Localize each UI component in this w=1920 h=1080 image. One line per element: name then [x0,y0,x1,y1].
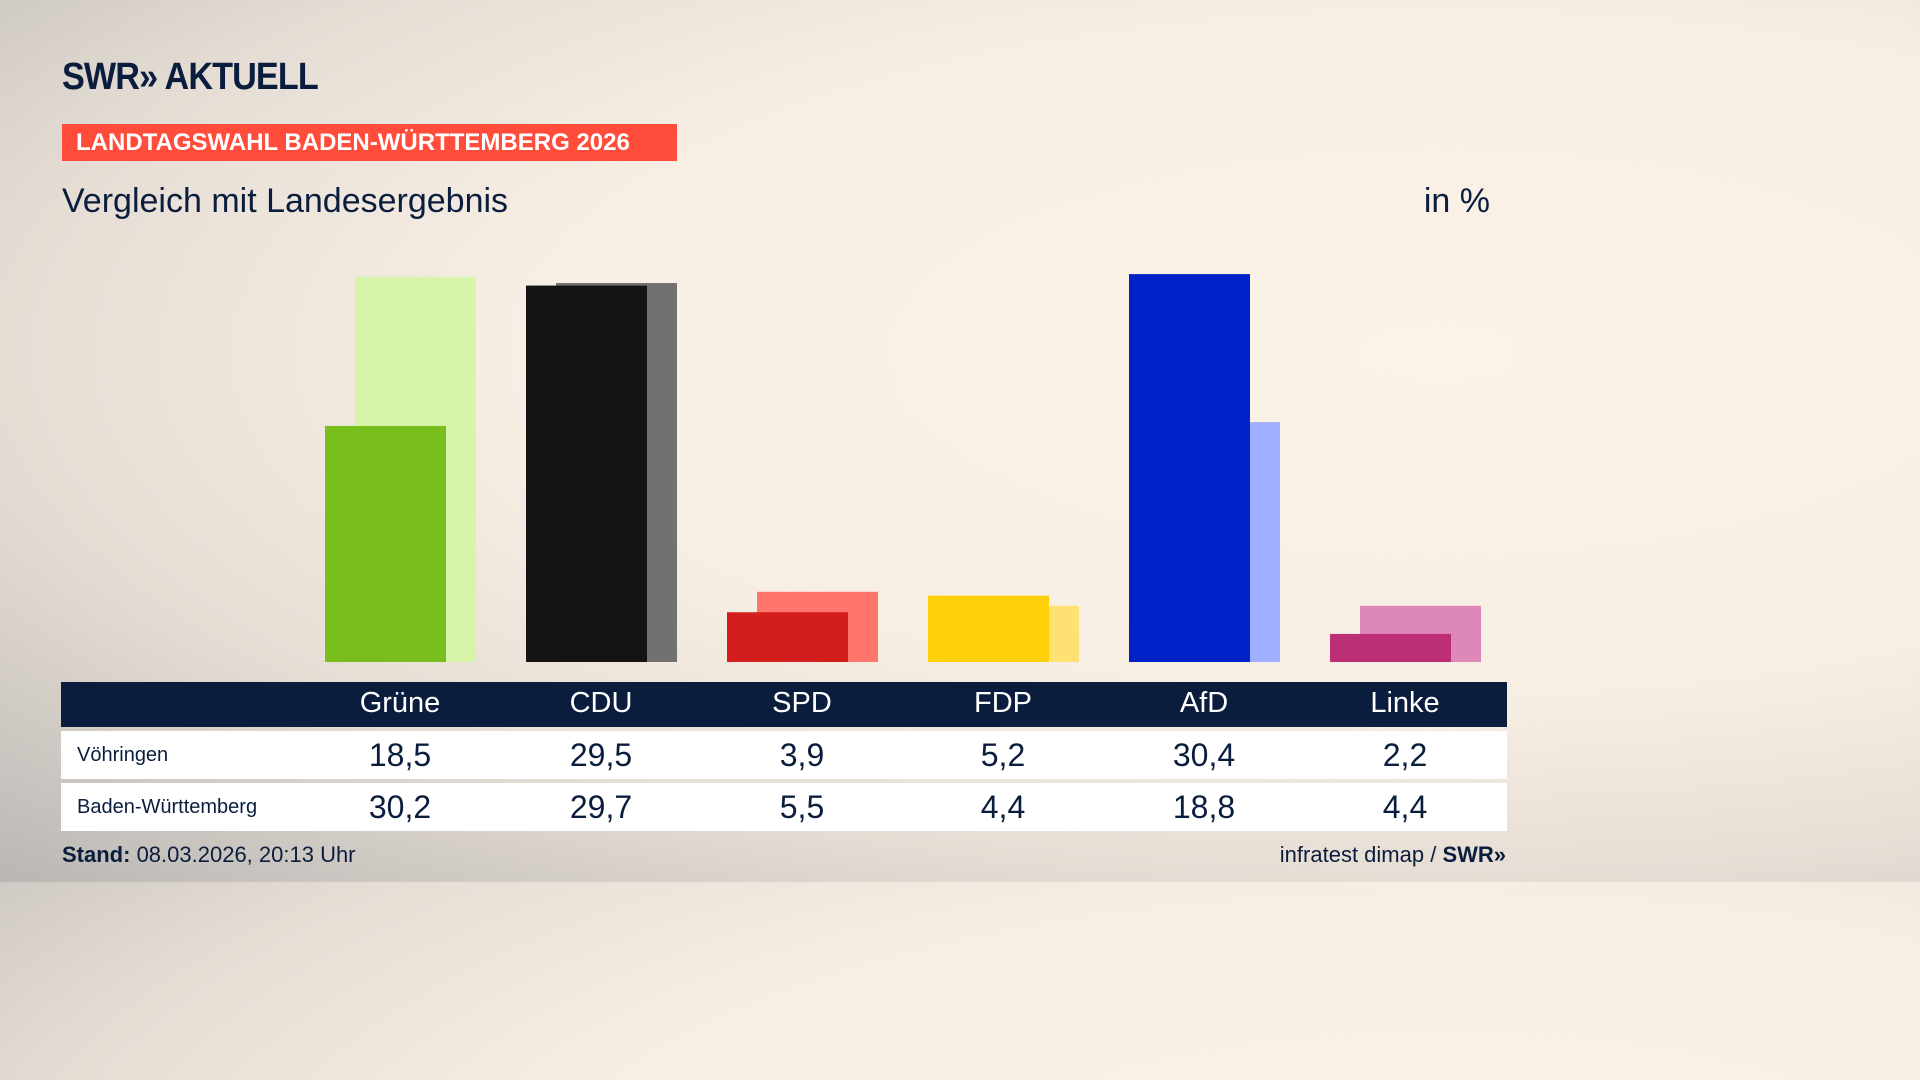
timestamp: Stand: 08.03.2026, 20:13 Uhr [62,842,356,868]
row-label: Baden-Württemberg [77,796,258,818]
bar-chart [325,274,1481,662]
table-row: Vöhringen 18,5 29,5 3,9 5,2 30,4 2,2 [61,731,1507,779]
column-header: Grüne [359,687,441,719]
row-label: Vöhringen [77,744,169,766]
column-header: AfD [1179,687,1229,719]
swr-logo: SWR» [1442,842,1506,867]
table-cell: 3,9 [779,737,825,773]
table-cell: 29,7 [569,789,633,825]
bar-voehringen-3 [928,595,1049,662]
unit-label: in % [1423,182,1490,220]
table-header: Grüne CDU SPD FDP AfD Linke [61,682,1507,727]
stand-label: Stand: [62,842,131,867]
source-text: infratest dimap / [1279,842,1443,867]
table-cell: 4,4 [980,789,1026,825]
bar-voehringen-1 [526,285,647,662]
chart-subtitle: Vergleich mit Landesergebnis [62,182,509,220]
results-table: Grüne CDU SPD FDP AfD Linke Vöhringen 18,5 29,5… [61,682,1507,831]
bar-voehringen-5 [1330,633,1451,662]
table-cell: 18,5 [368,737,432,773]
source: infratest dimap / SWR» [1280,842,1506,868]
stand-value: 08.03.2026, 20:13 Uhr [130,842,356,867]
table-cell: 29,5 [569,737,633,773]
table-cell: 5,5 [779,789,825,825]
column-header: CDU [569,687,633,719]
table-cell: 30,4 [1172,737,1236,773]
table-cell: 4,4 [1382,789,1428,825]
table-cell: 5,2 [980,737,1026,773]
bar-voehringen-2 [727,612,848,662]
table-cell: 2,2 [1382,737,1428,773]
table-row: Baden-Württemberg 30,2 29,7 5,5 4,4 18,8 4,4 [61,783,1507,831]
kicker-banner: LANDTAGSWAHL BADEN-WÜRTTEMBERG 2026 [62,124,677,161]
table-cell: 30,2 [368,789,432,825]
swr-aktuell-logo: SWR» AKTUELL [62,56,319,98]
column-header: Linke [1370,687,1440,719]
table-cell: 18,8 [1172,789,1236,825]
bar-voehringen-4 [1129,274,1250,662]
column-header: SPD [772,687,832,719]
bar-voehringen-0 [325,425,446,662]
column-header: FDP [974,687,1032,719]
